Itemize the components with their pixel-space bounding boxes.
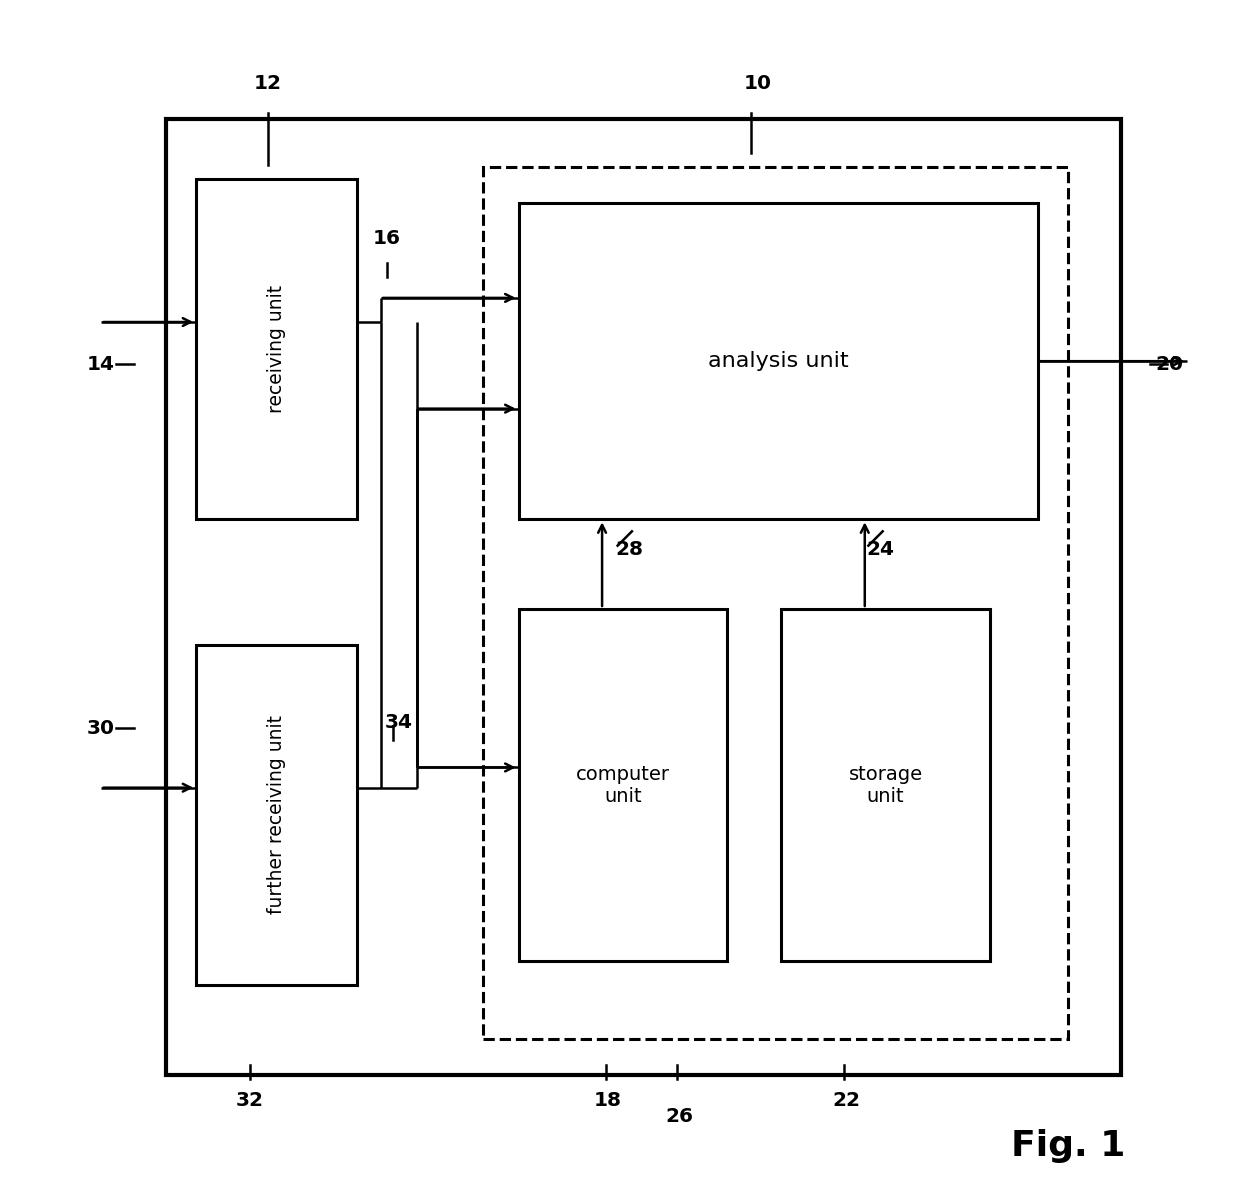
Text: 14: 14 — [87, 355, 114, 374]
Text: 10: 10 — [743, 74, 771, 93]
Text: 34: 34 — [386, 713, 413, 732]
Text: 12: 12 — [254, 74, 281, 93]
Text: 22: 22 — [833, 1091, 861, 1110]
Text: 26: 26 — [666, 1107, 693, 1126]
Text: 16: 16 — [373, 229, 402, 248]
Text: receiving unit: receiving unit — [268, 285, 286, 413]
Bar — [482, 167, 1068, 1039]
Text: 32: 32 — [236, 1091, 264, 1110]
Bar — [518, 203, 1038, 519]
Text: 30: 30 — [87, 719, 114, 738]
Bar — [518, 609, 728, 961]
Bar — [781, 609, 991, 961]
Text: 24: 24 — [867, 540, 894, 559]
Bar — [196, 179, 357, 519]
Text: further receiving unit: further receiving unit — [268, 715, 286, 915]
Bar — [196, 645, 357, 985]
Text: analysis unit: analysis unit — [708, 351, 848, 371]
Text: Fig. 1: Fig. 1 — [1011, 1130, 1125, 1163]
Text: 28: 28 — [615, 540, 644, 559]
Text: 20: 20 — [1156, 355, 1183, 374]
Text: storage
unit: storage unit — [848, 764, 923, 806]
Bar — [166, 119, 1121, 1075]
Text: 18: 18 — [594, 1091, 622, 1110]
Text: computer
unit: computer unit — [577, 764, 670, 806]
